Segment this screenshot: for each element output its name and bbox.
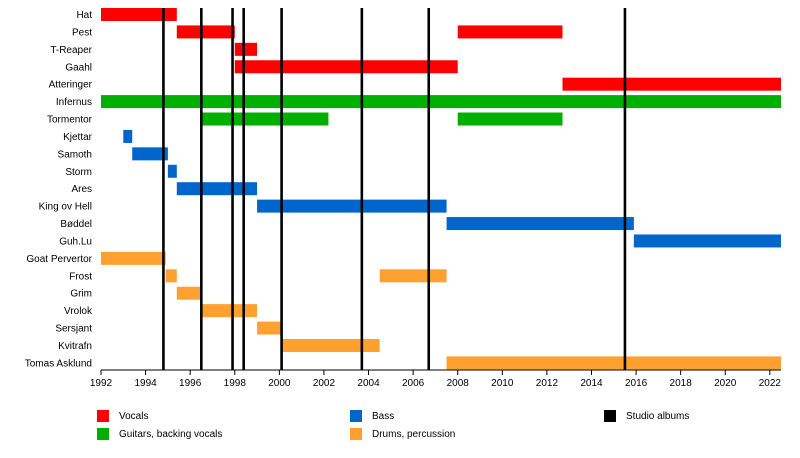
member-label-hat: Hat <box>76 10 92 21</box>
bar-king-ov-hell-bass-1 <box>257 199 447 213</box>
x-tick-label-2010: 2010 <box>491 378 514 389</box>
bar-kvitrafn-drums-1 <box>281 338 380 352</box>
bar-ares-bass-1 <box>176 182 258 196</box>
member-bars <box>101 8 781 370</box>
member-label-vrolok: Vrolok <box>64 306 93 317</box>
x-tick-label-2004: 2004 <box>357 378 380 389</box>
x-tick-label-1992: 1992 <box>90 378 113 389</box>
bar-frost-drums-1 <box>165 269 177 283</box>
member-label-kjettar: Kjettar <box>63 132 93 143</box>
bar-pest-vocals-1 <box>176 25 235 39</box>
member-label-gaahl: Gaahl <box>65 62 92 73</box>
member-label-t-reaper: T-Reaper <box>50 45 92 56</box>
x-tick-label-2014: 2014 <box>580 378 603 389</box>
member-label-infernus: Infernus <box>56 97 92 108</box>
x-tick-label-2022: 2022 <box>759 378 782 389</box>
bar-b-ddel-bass-1 <box>446 217 634 231</box>
member-label-sersjant: Sersjant <box>55 324 92 335</box>
x-tick-label-2002: 2002 <box>313 378 336 389</box>
member-label-atteringer: Atteringer <box>49 80 93 91</box>
bar-frost-drums-2 <box>379 269 447 283</box>
x-tick-label-2008: 2008 <box>447 378 470 389</box>
bar-gaahl-vocals-1 <box>234 60 458 74</box>
x-tick-label-1996: 1996 <box>179 378 202 389</box>
bar-hat-vocals-1 <box>101 8 177 21</box>
member-label-samoth: Samoth <box>58 149 92 160</box>
x-tick-label-1994: 1994 <box>134 378 157 389</box>
member-label-pest: Pest <box>72 27 92 38</box>
bar-storm-bass-1 <box>167 164 177 178</box>
bar-vrolok-drums-1 <box>201 304 258 318</box>
x-tick-label-2016: 2016 <box>625 378 648 389</box>
member-label-ares: Ares <box>71 184 92 195</box>
bar-goat-pervertor-drums-1 <box>101 251 166 265</box>
member-labels: Hat Pest T-Reaper Gaahl Atteringer Infernus To… <box>25 10 93 369</box>
x-tick-label-2012: 2012 <box>536 378 559 389</box>
member-label-kvitrafn: Kvitrafn <box>58 341 92 352</box>
member-label-goat-pervertor: Goat Pervertor <box>26 254 92 265</box>
member-label-tormentor: Tormentor <box>47 115 93 126</box>
bar-tomas-asklund-drums-1 <box>446 356 781 370</box>
bar-guh-lu-bass-1 <box>633 234 781 248</box>
x-tick-label-2020: 2020 <box>714 378 737 389</box>
bar-infernus-guitars-1 <box>101 95 781 109</box>
member-label-grim: Grim <box>70 289 92 300</box>
member-label-king-ov-hell: King ov Hell <box>39 202 92 213</box>
bar-pest-vocals-2 <box>457 25 563 39</box>
x-tick-label-2000: 2000 <box>268 378 291 389</box>
x-tick-label-2018: 2018 <box>670 378 693 389</box>
x-axis: 1992 1994 1996 1998 2000 2002 2004 2006 2008 2010… <box>90 369 782 389</box>
bar-atteringer-vocals-1 <box>562 77 781 91</box>
x-tick-label-1998: 1998 <box>224 378 247 389</box>
member-label-frost: Frost <box>69 271 92 282</box>
studio-album-lines <box>162 8 627 370</box>
x-tick-label-2006: 2006 <box>402 378 425 389</box>
bar-samoth-bass-1 <box>132 147 168 161</box>
bar-tormentor-guitars-1 <box>201 112 329 126</box>
member-label-storm: Storm <box>65 167 92 178</box>
bar-tormentor-guitars-2 <box>457 112 563 126</box>
member-label-tomas-asklund: Tomas Asklund <box>25 358 92 369</box>
member-label-guh-lu: Guh.Lu <box>59 236 92 247</box>
bar-grim-drums-1 <box>176 286 202 300</box>
bar-sersjant-drums-1 <box>257 321 282 335</box>
bar-t-reaper-vocals-1 <box>234 42 258 56</box>
member-label-b-ddel: Bøddel <box>60 219 92 230</box>
bar-kjettar-bass-1 <box>123 129 133 143</box>
